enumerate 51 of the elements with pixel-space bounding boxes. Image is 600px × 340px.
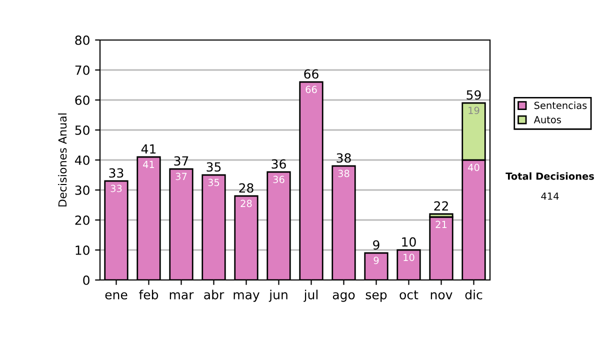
total-label: 9 xyxy=(373,240,380,250)
data-label: 28 xyxy=(240,200,252,208)
data-label: 19 xyxy=(468,106,480,114)
y-axis-title: Decisiones Anual xyxy=(58,114,67,206)
total-label: 59 xyxy=(466,90,481,100)
data-label: 40 xyxy=(468,164,480,172)
y-tick-label: 20 xyxy=(75,215,90,225)
y-tick-label: 70 xyxy=(75,65,90,75)
y-tick-label: 10 xyxy=(76,245,90,255)
data-label: 35 xyxy=(208,178,220,186)
text: Total Decisiones xyxy=(506,172,594,180)
legend-label: Sentencias xyxy=(534,102,587,110)
text: 414 xyxy=(541,192,559,200)
total-label: 28 xyxy=(239,183,254,193)
x-tick-label: jun xyxy=(268,290,288,302)
total-label: 36 xyxy=(272,159,286,169)
x-tick-label: abr xyxy=(204,290,224,300)
y-tick-label: 50 xyxy=(75,125,90,135)
data-label: 38 xyxy=(338,170,350,178)
total-label: 41 xyxy=(141,144,156,154)
legend-label: Autos xyxy=(534,116,561,124)
total-label: 66 xyxy=(304,69,318,79)
data-label: 66 xyxy=(306,86,317,94)
total-label: 38 xyxy=(336,153,351,163)
data-label: 37 xyxy=(176,172,187,180)
y-tick-label: 0 xyxy=(83,275,90,285)
data-label: 10 xyxy=(404,254,414,262)
data-label: 9 xyxy=(374,256,379,264)
x-tick-label: dic xyxy=(465,290,482,300)
y-tick-label: 40 xyxy=(74,155,90,165)
x-tick-label: may xyxy=(234,292,260,302)
x-tick-label: nov xyxy=(430,292,452,300)
total-label: 33 xyxy=(109,168,124,178)
data-label: 36 xyxy=(273,176,284,184)
x-tick-label: oct xyxy=(400,290,418,300)
total-label: 22 xyxy=(434,201,448,210)
data-label: 41 xyxy=(143,160,154,168)
x-tick-label: sep xyxy=(366,292,387,302)
x-tick-label: jul xyxy=(304,290,318,302)
data-label: 33 xyxy=(110,184,122,192)
y-tick-label: 80 xyxy=(75,35,90,45)
y-tick-label: 30 xyxy=(75,185,90,195)
x-tick-label: mar xyxy=(170,292,194,300)
y-tick-label: 60 xyxy=(75,95,90,105)
x-tick-label: feb xyxy=(139,290,158,300)
total-label: 35 xyxy=(206,162,221,172)
data-label: 21 xyxy=(436,220,447,228)
x-tick-label: ene xyxy=(105,292,128,300)
x-tick-label: ago xyxy=(332,292,355,302)
total-label: 37 xyxy=(174,156,188,166)
total-label: 10 xyxy=(402,237,416,247)
